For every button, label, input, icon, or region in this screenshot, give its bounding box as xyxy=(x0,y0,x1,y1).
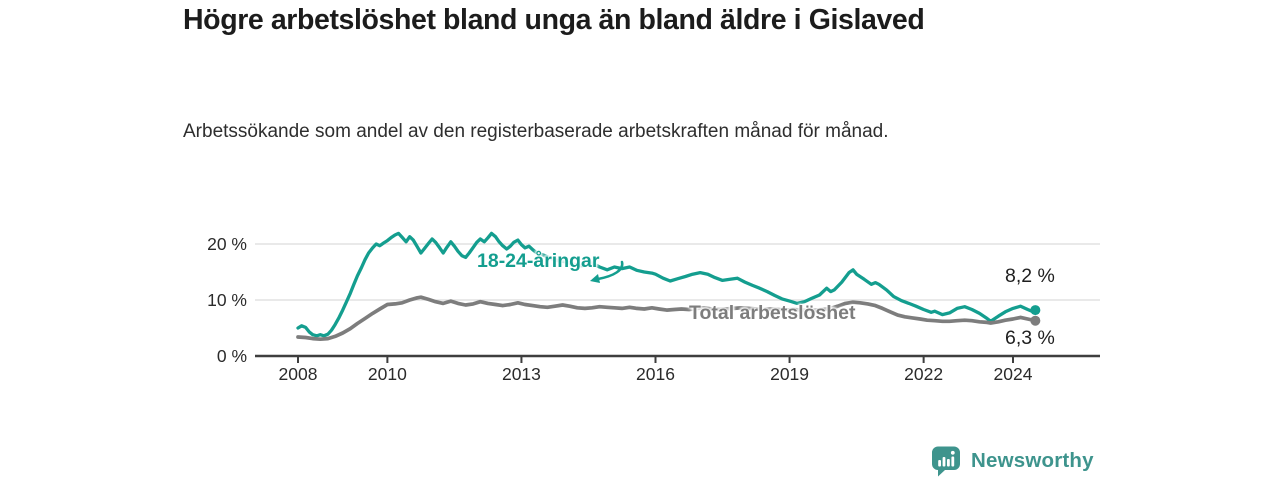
x-tick-label: 2013 xyxy=(501,364,541,384)
newsworthy-logo[interactable]: Newsworthy xyxy=(932,444,1094,478)
series-label-young: 18-24-åringar xyxy=(477,250,600,272)
end-value-young: 8,2 % xyxy=(1005,265,1055,287)
series-end-dot-young xyxy=(1030,305,1041,316)
chart-subtitle: Arbetssökande som andel av den registerb… xyxy=(183,121,889,142)
series-label-total: Total arbetslöshet xyxy=(689,302,856,324)
x-tick-label: 2010 xyxy=(367,364,407,384)
series-line-total xyxy=(296,295,1038,342)
chart-title: Högre arbetslöshet bland unga än bland ä… xyxy=(183,4,925,36)
y-tick-label: 0 % xyxy=(216,346,247,366)
x-tick-label: 2008 xyxy=(278,364,318,384)
y-tick-label: 20 % xyxy=(207,234,247,254)
x-tick-label: 2024 xyxy=(993,364,1033,384)
x-tick-label: 2022 xyxy=(904,364,944,384)
y-tick-label: 10 % xyxy=(207,290,247,310)
label-leader-arrow-icon xyxy=(590,260,624,283)
series-line-young xyxy=(296,231,1037,338)
end-value-total: 6,3 % xyxy=(1005,327,1055,349)
x-tick-label: 2016 xyxy=(636,364,675,384)
newsworthy-bubble-chart-icon xyxy=(932,446,960,476)
x-tick-label: 2019 xyxy=(770,364,810,384)
series-end-dot-total xyxy=(1030,315,1041,326)
newsworthy-brand-text: Newsworthy xyxy=(971,449,1094,472)
